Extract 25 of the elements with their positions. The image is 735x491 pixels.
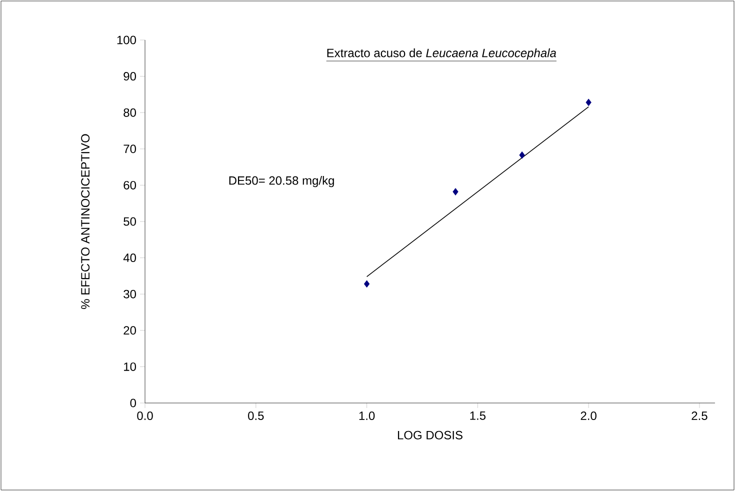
y-tick-label: 30: [124, 290, 136, 298]
y-tick-label: 50: [124, 217, 136, 226]
x-tick-label: 0.0: [137, 412, 153, 420]
annotation: DE50= 20.58 mg/kg: [229, 176, 334, 188]
point: [519, 151, 525, 159]
x-tick-label: 1.0: [359, 412, 375, 420]
y-axis-title: % EFECTO ANTINOCICEPTIVO: [81, 134, 90, 309]
y-tick-label: 60: [124, 180, 136, 190]
y-tick-label: 100: [117, 36, 136, 44]
point: [586, 98, 592, 106]
point: [452, 188, 458, 196]
x-tick-label: 0.5: [248, 412, 264, 420]
text: Extracto acuso de Leucaena Leucocephala: [327, 48, 556, 60]
y-tick-label: 40: [123, 254, 136, 262]
y-tick-label: 90: [124, 72, 136, 81]
x-axis-title: LOG DOSIS: [398, 430, 462, 440]
point: [364, 280, 370, 288]
y-tick-label: 70: [124, 144, 136, 154]
y-tick-label: 10: [124, 362, 136, 371]
y-tick-label: 0: [130, 398, 136, 408]
x-tick-label: 2.5: [692, 412, 708, 420]
y-tick-label: 20: [124, 326, 136, 335]
x-tick-label: 2.0: [580, 412, 596, 420]
y-tick-label: 80: [124, 108, 136, 117]
x-tick-label: 1.5: [470, 412, 486, 420]
